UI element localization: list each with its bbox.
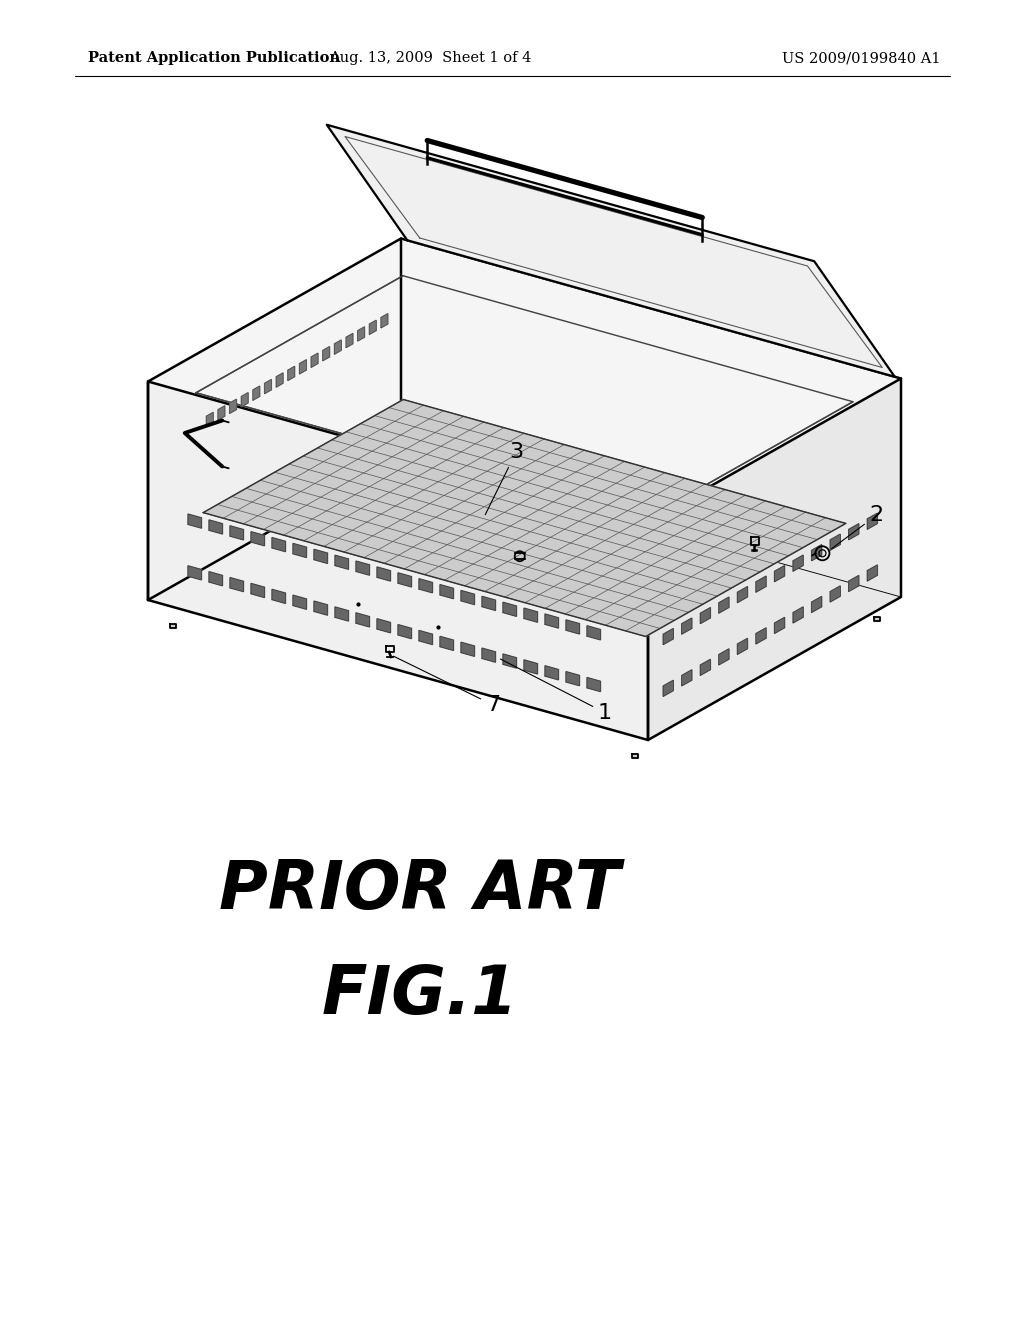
Polygon shape	[346, 334, 353, 347]
Polygon shape	[209, 520, 222, 535]
Polygon shape	[398, 624, 412, 639]
Polygon shape	[288, 366, 295, 380]
Polygon shape	[299, 360, 306, 374]
Polygon shape	[335, 341, 341, 354]
Polygon shape	[524, 660, 538, 675]
Polygon shape	[587, 677, 600, 692]
Polygon shape	[335, 556, 348, 569]
Polygon shape	[311, 354, 318, 367]
Polygon shape	[327, 125, 895, 376]
Polygon shape	[849, 524, 859, 540]
Polygon shape	[461, 643, 474, 656]
Polygon shape	[632, 754, 638, 758]
Polygon shape	[867, 565, 878, 581]
Polygon shape	[293, 595, 306, 610]
Polygon shape	[218, 405, 225, 420]
Polygon shape	[648, 379, 901, 741]
Polygon shape	[293, 544, 306, 557]
Polygon shape	[230, 578, 244, 591]
Polygon shape	[524, 609, 538, 622]
Polygon shape	[419, 578, 432, 593]
Polygon shape	[545, 614, 558, 628]
Polygon shape	[207, 412, 213, 426]
Polygon shape	[377, 619, 390, 632]
Polygon shape	[229, 399, 237, 413]
Polygon shape	[812, 597, 821, 612]
Polygon shape	[148, 381, 648, 741]
Polygon shape	[849, 576, 859, 591]
Text: Patent Application Publication: Patent Application Publication	[88, 51, 340, 65]
Polygon shape	[251, 583, 264, 598]
Polygon shape	[356, 561, 370, 576]
Text: PRIOR ART: PRIOR ART	[219, 857, 621, 923]
Polygon shape	[682, 669, 692, 686]
Polygon shape	[503, 602, 516, 616]
Text: 3: 3	[485, 442, 523, 515]
Polygon shape	[756, 576, 766, 593]
Polygon shape	[503, 653, 516, 668]
Polygon shape	[867, 513, 878, 529]
Polygon shape	[873, 616, 880, 620]
Polygon shape	[381, 314, 388, 327]
Polygon shape	[253, 385, 260, 400]
Text: Aug. 13, 2009  Sheet 1 of 4: Aug. 13, 2009 Sheet 1 of 4	[329, 51, 531, 65]
Polygon shape	[664, 628, 674, 644]
Polygon shape	[461, 590, 474, 605]
Polygon shape	[700, 659, 711, 676]
Polygon shape	[230, 525, 244, 540]
Polygon shape	[357, 327, 365, 341]
Polygon shape	[276, 372, 283, 387]
Polygon shape	[482, 597, 496, 610]
Polygon shape	[737, 639, 748, 655]
Polygon shape	[774, 565, 784, 582]
Polygon shape	[335, 607, 348, 622]
Polygon shape	[356, 612, 370, 627]
Polygon shape	[830, 535, 841, 550]
Polygon shape	[314, 601, 328, 615]
Polygon shape	[774, 618, 784, 634]
Polygon shape	[830, 586, 841, 602]
Polygon shape	[793, 556, 803, 572]
Polygon shape	[264, 379, 271, 393]
Polygon shape	[440, 636, 454, 651]
Polygon shape	[440, 585, 454, 599]
Polygon shape	[170, 624, 175, 628]
Polygon shape	[272, 537, 286, 552]
Polygon shape	[188, 566, 202, 579]
Polygon shape	[203, 400, 846, 636]
Polygon shape	[737, 586, 748, 603]
Polygon shape	[148, 239, 901, 521]
Polygon shape	[398, 573, 412, 587]
Polygon shape	[242, 392, 248, 407]
Text: 7: 7	[393, 656, 500, 715]
Polygon shape	[323, 347, 330, 360]
Text: FIG.1: FIG.1	[322, 962, 518, 1028]
Polygon shape	[719, 597, 729, 612]
Polygon shape	[314, 549, 328, 564]
Polygon shape	[700, 607, 711, 623]
Polygon shape	[587, 626, 600, 640]
Text: US 2009/0199840 A1: US 2009/0199840 A1	[781, 51, 940, 65]
Polygon shape	[482, 648, 496, 663]
Polygon shape	[812, 545, 821, 561]
Polygon shape	[411, 487, 417, 491]
Polygon shape	[756, 628, 766, 644]
Polygon shape	[188, 513, 202, 528]
Polygon shape	[272, 589, 286, 603]
Polygon shape	[251, 532, 264, 545]
Polygon shape	[664, 680, 674, 697]
Text: 1: 1	[501, 659, 612, 723]
Polygon shape	[209, 572, 222, 586]
Text: 2: 2	[831, 506, 884, 549]
Polygon shape	[719, 649, 729, 665]
Polygon shape	[566, 620, 580, 634]
Polygon shape	[377, 568, 390, 581]
Polygon shape	[793, 607, 803, 623]
Polygon shape	[682, 618, 692, 634]
Polygon shape	[566, 672, 580, 686]
Polygon shape	[545, 665, 558, 680]
Polygon shape	[370, 321, 376, 334]
Polygon shape	[419, 631, 432, 644]
